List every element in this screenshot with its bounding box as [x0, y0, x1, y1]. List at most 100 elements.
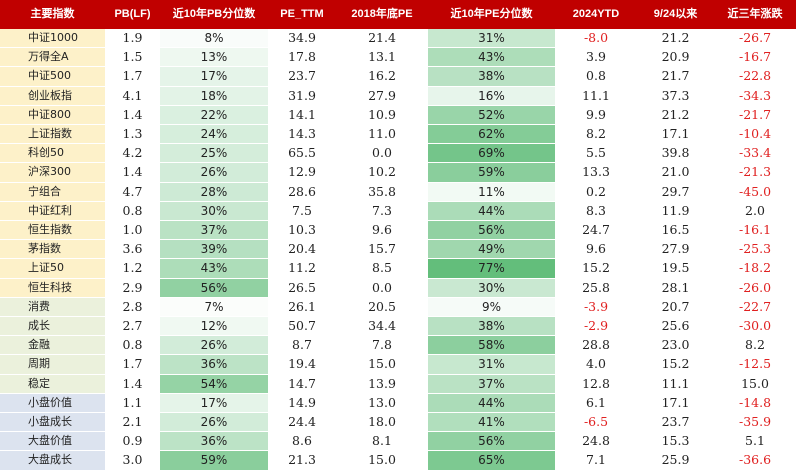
three-year-cell: -12.5: [738, 356, 772, 372]
pb-cell: 0.8: [122, 337, 143, 353]
ytd-cell: -3.9: [583, 298, 609, 314]
pe-ttm-cell: 10.3: [288, 222, 316, 238]
pe-ttm-cell: 21.3: [288, 452, 316, 468]
pe-percentile-cell: 56%: [428, 220, 555, 240]
since-924-cell: 20.7: [661, 298, 690, 314]
pe-ttm-cell: 14.9: [288, 394, 316, 410]
table-row: 恒生科技 2.9 56% 26.5 0.0 30% 25.8 28.1 -26.0: [0, 278, 796, 298]
three-year-cell: -30.0: [738, 318, 772, 334]
table-row: 大盘价值 0.9 36% 8.6 8.1 56% 24.8 15.3 5.1: [0, 431, 796, 451]
pe-percentile-cell: 30%: [428, 278, 555, 298]
three-year-cell: -26.0: [738, 279, 772, 295]
pb-percentile-cell: 7%: [160, 297, 268, 317]
pe-percentile-cell: 16%: [428, 86, 555, 106]
table-row: 宁组合 4.7 28% 28.6 35.8 11% 0.2 29.7 -45.0: [0, 182, 796, 202]
three-year-cell: -16.7: [738, 49, 772, 65]
header-pe-ttm: PE_TTM: [280, 8, 324, 20]
ytd-cell: 25.8: [582, 279, 610, 295]
three-year-cell: -35.9: [738, 414, 772, 430]
pe-2018-cell: 15.7: [368, 241, 396, 257]
pe-ttm-cell: 11.2: [288, 260, 316, 276]
pb-cell: 1.9: [122, 30, 143, 45]
pe-percentile-cell: 38%: [428, 316, 555, 336]
three-year-cell: 8.2: [745, 337, 765, 353]
ytd-cell: 11.1: [582, 87, 610, 103]
pb-cell: 2.9: [122, 279, 143, 295]
since-924-cell: 23.0: [661, 337, 690, 353]
since-924-cell: 39.8: [661, 145, 690, 161]
index-name-cell: 科创50: [0, 143, 105, 163]
since-924-cell: 21.7: [661, 68, 690, 84]
pe-percentile-cell: 65%: [428, 450, 555, 471]
pe-percentile-cell: 69%: [428, 143, 555, 163]
header-pe-2018: 2018年底PE: [351, 8, 413, 20]
pe-percentile-cell: 49%: [428, 239, 555, 259]
three-year-cell: -22.8: [738, 68, 772, 84]
pb-cell: 4.7: [122, 183, 143, 199]
header-row: 主要指数 PB(LF) 近10年PB分位数 PE_TTM 2018年底PE 近1…: [0, 0, 796, 29]
table-body: 中证1000 1.9 8% 34.9 21.4 31% -8.0 21.2 -26.7 万得全A 1…: [0, 29, 796, 471]
table-row: 上证50 1.2 43% 11.2 8.5 77% 15.2 19.5 -18.2: [0, 258, 796, 279]
since-924-cell: 23.7: [661, 414, 690, 430]
table-row: 创业板指 4.1 18% 31.9 27.9 16% 11.1 37.3 -34.3: [0, 86, 796, 106]
pb-cell: 0.9: [122, 433, 143, 449]
pb-cell: 2.8: [122, 298, 143, 314]
three-year-cell: -26.7: [738, 30, 772, 45]
index-name-cell: 中证500: [0, 66, 105, 87]
pe-ttm-cell: 12.9: [288, 164, 316, 180]
index-name-cell: 大盘价值: [0, 431, 105, 451]
table-row: 中证800 1.4 22% 14.1 10.9 52% 9.9 21.2 -21.7: [0, 105, 796, 125]
pe-ttm-cell: 65.5: [288, 145, 316, 161]
pe-2018-cell: 21.4: [368, 30, 396, 45]
since-924-cell: 21.2: [661, 30, 690, 45]
pb-cell: 1.4: [122, 164, 143, 180]
pb-cell: 1.5: [122, 49, 143, 65]
pe-ttm-cell: 14.1: [288, 106, 316, 122]
pb-percentile-cell: 37%: [160, 220, 268, 240]
since-924-cell: 15.3: [661, 433, 690, 449]
table-row: 茅指数 3.6 39% 20.4 15.7 49% 9.6 27.9 -25.3: [0, 239, 796, 259]
table-row: 中证红利 0.8 30% 7.5 7.3 44% 8.3 11.9 2.0: [0, 201, 796, 221]
index-name-cell: 万得全A: [0, 47, 105, 67]
index-name-cell: 中证红利: [0, 201, 105, 221]
ytd-cell: 6.1: [586, 394, 606, 410]
three-year-cell: 15.0: [741, 375, 769, 391]
pe-2018-cell: 15.0: [368, 356, 396, 372]
ytd-cell: -2.9: [583, 318, 609, 334]
pe-2018-cell: 16.2: [368, 68, 396, 84]
pb-cell: 2.1: [122, 414, 143, 430]
index-name-cell: 大盘成长: [0, 450, 105, 471]
index-name-cell: 创业板指: [0, 86, 105, 106]
pe-ttm-cell: 7.5: [292, 202, 312, 218]
header-ytd: 2024YTD: [572, 8, 620, 20]
ytd-cell: 8.3: [586, 202, 606, 218]
header-pb-percentile: 近10年PB分位数: [172, 8, 256, 20]
ytd-cell: -8.0: [583, 30, 609, 45]
pe-2018-cell: 7.3: [372, 202, 392, 218]
pe-2018-cell: 15.0: [368, 452, 396, 468]
pb-percentile-cell: 30%: [160, 201, 268, 221]
ytd-cell: 24.7: [582, 222, 610, 238]
pb-percentile-cell: 13%: [160, 47, 268, 67]
pe-2018-cell: 18.0: [368, 414, 396, 430]
pe-ttm-cell: 8.6: [292, 433, 312, 449]
pb-percentile-cell: 36%: [160, 354, 268, 375]
pe-ttm-cell: 31.9: [288, 87, 316, 103]
header-pe-percentile: 近10年PE分位数: [450, 8, 533, 20]
pb-cell: 1.0: [122, 222, 143, 238]
pe-percentile-cell: 58%: [428, 335, 555, 355]
pb-percentile-cell: 8%: [160, 29, 268, 48]
index-name-cell: 小盘成长: [0, 412, 105, 432]
index-name-cell: 上证50: [0, 258, 105, 279]
three-year-cell: -16.1: [738, 222, 772, 238]
pe-ttm-cell: 50.7: [288, 318, 316, 334]
ytd-cell: 0.2: [586, 183, 606, 199]
ytd-cell: 12.8: [582, 375, 610, 391]
pe-2018-cell: 0.0: [372, 279, 392, 295]
pe-percentile-cell: 31%: [428, 29, 555, 48]
index-name-cell: 稳定: [0, 374, 105, 394]
pe-ttm-cell: 34.9: [288, 30, 316, 45]
pb-percentile-cell: 18%: [160, 86, 268, 106]
